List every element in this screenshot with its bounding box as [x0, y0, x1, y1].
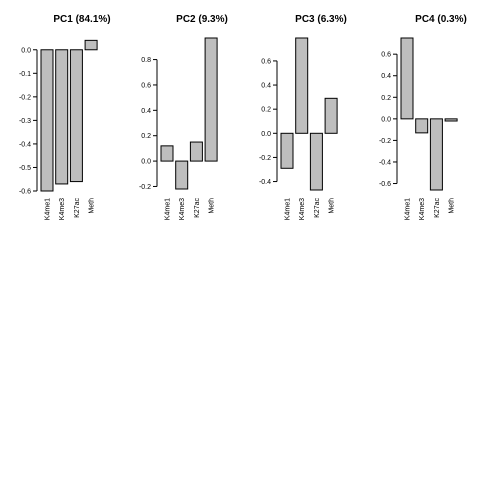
y-tick-label: -0.4 [259, 179, 271, 186]
category-label: Meth [449, 198, 456, 214]
y-tick-label: 0.4 [261, 83, 271, 90]
category-label: K4me1 [165, 198, 172, 220]
y-tick-label: 0.2 [261, 107, 271, 114]
y-tick-label: -0.4 [379, 159, 391, 166]
bar-k27ac [189, 141, 203, 162]
chart-panel-3: PC3 (6.3%) -0.4 -0.2 0.0 0.2 0.4 0.6 K4me1 K4me3… [259, 14, 347, 220]
bar-k4me3 [415, 118, 429, 134]
y-tick-label: 0.6 [141, 82, 151, 89]
chart-panel-1: PC1 (84.1%) 0.0 -0.1 -0.2 -0.3 -0.4 -0.5 -0.6 K4… [19, 14, 111, 220]
y-tick-label: -0.2 [19, 94, 31, 101]
chart-title: PC4 (0.3%) [415, 14, 467, 25]
y-tick-label: 0.4 [381, 73, 391, 80]
category-label: K4me3 [59, 198, 66, 220]
chart-panel-4: PC4 (0.3%) -0.6 -0.4 -0.2 0.0 0.2 0.4 0.6 K4me1 K… [379, 14, 467, 220]
chart-title: PC1 (84.1%) [53, 14, 110, 25]
y-tick-label: -0.2 [139, 184, 151, 191]
bar-k4me1 [400, 37, 414, 120]
y-tick-label: 0.6 [261, 58, 271, 65]
category-label: K4me1 [285, 198, 292, 220]
category-label: K4me3 [419, 198, 426, 220]
category-label: K4me3 [299, 198, 306, 220]
y-tick-label: 0.0 [261, 131, 271, 138]
y-tick-label: 0.0 [381, 116, 391, 123]
bar-k4me1 [280, 132, 294, 169]
y-tick-label: -0.2 [379, 138, 391, 145]
category-label: K27ac [74, 198, 81, 218]
category-label: K27ac [434, 198, 441, 218]
y-tick-label: -0.1 [19, 71, 31, 78]
y-tick-label: -0.2 [259, 155, 271, 162]
bar-k27ac [69, 49, 83, 183]
y-tick-label: -0.3 [19, 118, 31, 125]
bar-k27ac [309, 132, 323, 191]
y-tick-label: -0.6 [379, 181, 391, 188]
bar-meth [324, 97, 338, 134]
y-tick-label: 0.8 [141, 57, 151, 64]
bar-k4me3 [175, 160, 189, 190]
y-tick-label: 0.2 [141, 133, 151, 140]
bar-k4me3 [295, 37, 309, 134]
bar-k27ac [429, 118, 443, 191]
bar-meth [444, 118, 458, 122]
category-label: Meth [329, 198, 336, 214]
category-label: K4me3 [179, 198, 186, 220]
category-label: Meth [209, 198, 216, 214]
y-tick-label: 0.0 [141, 159, 151, 166]
chart-title: PC3 (6.3%) [295, 14, 347, 25]
chart-panel-2: PC2 (9.3%) -0.2 0.0 0.2 0.4 0.6 0.8 K4me1 K4me3 K… [139, 14, 228, 220]
y-tick-label: 0.6 [381, 52, 391, 59]
y-tick-label: -0.6 [19, 189, 31, 196]
bar-meth [204, 37, 218, 162]
bar-meth [84, 39, 98, 51]
y-tick-label: 0.2 [381, 95, 391, 102]
bar-k4me1 [160, 145, 174, 162]
chart-title: PC2 (9.3%) [176, 14, 228, 25]
y-tick-label: -0.4 [19, 141, 31, 148]
bar-k4me1 [40, 49, 54, 192]
category-label: K27ac [194, 198, 201, 218]
category-label: K4me1 [45, 198, 52, 220]
bar-k4me3 [55, 49, 69, 185]
category-label: K4me1 [405, 198, 412, 220]
category-label: K27ac [314, 198, 321, 218]
y-tick-label: 0.0 [21, 47, 31, 54]
category-label: Meth [89, 198, 96, 214]
y-tick-label: -0.5 [19, 165, 31, 172]
y-tick-label: 0.4 [141, 108, 151, 115]
